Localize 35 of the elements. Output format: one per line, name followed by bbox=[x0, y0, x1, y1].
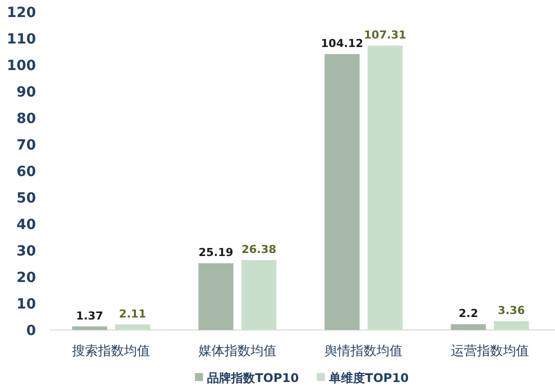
data-label: 1.37 bbox=[76, 309, 104, 322]
bar bbox=[450, 324, 486, 330]
y-tick-label: 110 bbox=[6, 32, 36, 48]
legend-label: 品牌指数TOP10 bbox=[207, 371, 299, 385]
y-tick-label: 70 bbox=[16, 138, 36, 154]
x-tick-label: 媒体指数均值 bbox=[198, 344, 276, 359]
data-label: 2.11 bbox=[119, 307, 146, 320]
legend-label: 单维度TOP10 bbox=[328, 371, 409, 385]
bar bbox=[324, 54, 360, 330]
bar bbox=[368, 46, 403, 330]
data-label: 2.2 bbox=[458, 307, 478, 320]
data-label: 107.31 bbox=[364, 28, 406, 42]
bar bbox=[198, 263, 234, 330]
data-label: 104.12 bbox=[320, 37, 364, 50]
y-tick-label: 60 bbox=[16, 164, 36, 180]
y-tick-label: 10 bbox=[16, 296, 36, 312]
bar bbox=[72, 326, 108, 330]
y-tick-label: 50 bbox=[16, 190, 36, 206]
x-tick-label: 舆情指数均值 bbox=[324, 344, 403, 359]
data-label: 3.36 bbox=[498, 304, 526, 318]
y-tick-label: 40 bbox=[16, 217, 36, 233]
y-tick-label: 30 bbox=[16, 244, 36, 260]
y-tick-label: 0 bbox=[26, 323, 36, 339]
y-tick-label: 20 bbox=[16, 270, 36, 286]
bar bbox=[115, 324, 150, 330]
y-tick-label: 100 bbox=[6, 58, 36, 74]
y-tick-label: 80 bbox=[16, 111, 36, 127]
data-label: 25.19 bbox=[198, 246, 234, 260]
y-tick-label: 90 bbox=[16, 84, 36, 100]
x-tick-label: 搜索指数均值 bbox=[72, 344, 150, 359]
y-tick-label: 120 bbox=[6, 5, 36, 21]
bar bbox=[494, 321, 529, 330]
data-label: 26.38 bbox=[241, 243, 276, 256]
x-tick-label: 运营指数均值 bbox=[450, 344, 529, 359]
bar bbox=[241, 260, 276, 330]
